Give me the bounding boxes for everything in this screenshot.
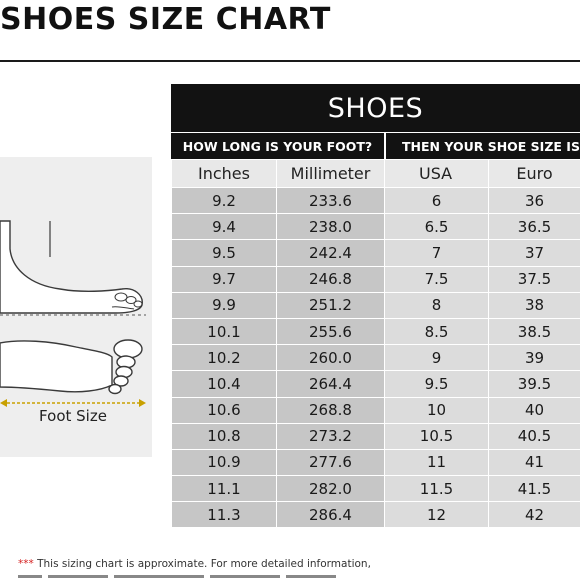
cell-usa: 12	[385, 502, 489, 528]
column-header-euro: Euro	[489, 160, 580, 188]
column-header-usa: USA	[385, 160, 489, 188]
cell-usa: 8	[385, 292, 489, 318]
cell-inches: 9.4	[172, 214, 277, 240]
cell-inches: 9.2	[172, 188, 277, 214]
cell-euro: 38.5	[489, 318, 580, 344]
cell-euro: 42	[489, 502, 580, 528]
page-title: SHOES SIZE CHART	[0, 2, 331, 37]
cell-inches: 10.6	[172, 397, 277, 423]
cell-usa: 11	[385, 449, 489, 475]
cell-euro: 37	[489, 240, 580, 266]
cell-millimeter: 286.4	[277, 502, 385, 528]
cell-millimeter: 238.0	[277, 214, 385, 240]
cell-millimeter: 242.4	[277, 240, 385, 266]
cell-millimeter: 273.2	[277, 423, 385, 449]
cell-euro: 40.5	[489, 423, 580, 449]
foot-side-icon	[0, 221, 142, 313]
cell-millimeter: 233.6	[277, 188, 385, 214]
disclaimer-footnote: *** This sizing chart is approximate. Fo…	[18, 558, 371, 570]
cell-usa: 9.5	[385, 371, 489, 397]
cell-inches: 10.4	[172, 371, 277, 397]
cell-millimeter: 268.8	[277, 397, 385, 423]
column-header-row: Inches Millimeter USA Euro	[172, 160, 580, 188]
cell-euro: 41.5	[489, 476, 580, 502]
footnote-continuation	[18, 575, 358, 581]
footnote-text: This sizing chart is approximate. For mo…	[34, 558, 371, 570]
shoe-size-group-header: THEN YOUR SHOE SIZE IS	[386, 133, 580, 159]
measure-arrow-icon	[0, 399, 146, 407]
cell-usa: 7.5	[385, 266, 489, 292]
foot-illustration	[0, 157, 152, 407]
cell-euro: 39	[489, 345, 580, 371]
cell-inches: 9.9	[172, 292, 277, 318]
cell-inches: 11.3	[172, 502, 277, 528]
foot-size-label: Foot Size	[0, 407, 146, 425]
title-divider	[0, 60, 580, 62]
cell-usa: 6.5	[385, 214, 489, 240]
cell-inches: 11.1	[172, 476, 277, 502]
cell-usa: 10	[385, 397, 489, 423]
cell-usa: 10.5	[385, 423, 489, 449]
footnote-stars: ***	[18, 558, 34, 570]
group-header-row: HOW LONG IS YOUR FOOT? THEN YOUR SHOE SI…	[171, 133, 580, 159]
column-header-inches: Inches	[172, 160, 277, 188]
foot-length-group-header: HOW LONG IS YOUR FOOT?	[171, 133, 384, 159]
cell-millimeter: 282.0	[277, 476, 385, 502]
size-chart: SHOES HOW LONG IS YOUR FOOT? THEN YOUR S…	[171, 84, 580, 528]
shoes-header: SHOES	[171, 84, 580, 132]
cell-inches: 10.2	[172, 345, 277, 371]
cell-inches: 9.5	[172, 240, 277, 266]
cell-millimeter: 264.4	[277, 371, 385, 397]
cell-inches: 10.1	[172, 318, 277, 344]
cell-millimeter: 246.8	[277, 266, 385, 292]
cell-millimeter: 255.6	[277, 318, 385, 344]
cell-euro: 36.5	[489, 214, 580, 240]
cell-euro: 40	[489, 397, 580, 423]
cell-euro: 38	[489, 292, 580, 318]
cell-usa: 8.5	[385, 318, 489, 344]
cell-inches: 10.9	[172, 449, 277, 475]
column-header-millimeter: Millimeter	[277, 160, 385, 188]
cell-usa: 11.5	[385, 476, 489, 502]
cell-millimeter: 260.0	[277, 345, 385, 371]
cell-usa: 6	[385, 188, 489, 214]
cell-inches: 10.8	[172, 423, 277, 449]
cell-millimeter: 251.2	[277, 292, 385, 318]
foot-sole-icon	[0, 340, 142, 394]
cell-euro: 36	[489, 188, 580, 214]
cell-millimeter: 277.6	[277, 449, 385, 475]
cell-euro: 39.5	[489, 371, 580, 397]
cell-euro: 37.5	[489, 266, 580, 292]
cell-inches: 9.7	[172, 266, 277, 292]
cell-usa: 7	[385, 240, 489, 266]
cell-usa: 9	[385, 345, 489, 371]
cell-euro: 41	[489, 449, 580, 475]
